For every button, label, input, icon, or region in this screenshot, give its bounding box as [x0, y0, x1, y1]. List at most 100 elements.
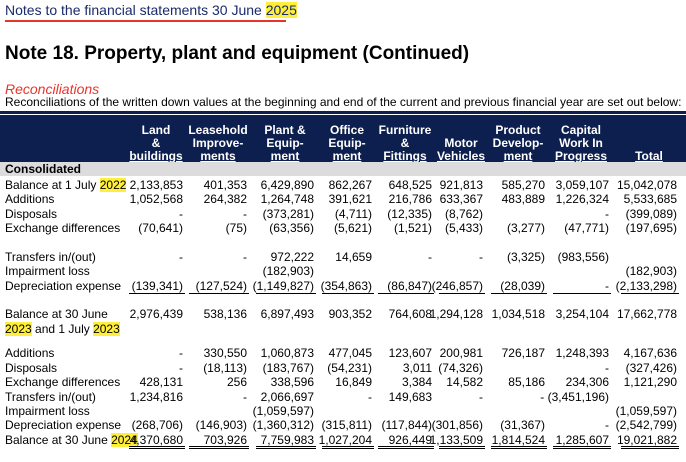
table-row: Impairment loss (1,059,597) (1,059,597): [0, 404, 686, 418]
row-label: Balance at 30 June: [5, 307, 108, 321]
page-header: Notes to the financial statements 30 Jun…: [5, 2, 297, 18]
consolidated-label: Consolidated: [5, 162, 82, 176]
total-underline: [256, 293, 316, 294]
column-header-line: Equip-: [328, 136, 366, 150]
table-row: Depreciation expense (139,341) (127,524) (1…: [0, 279, 686, 293]
table-cell: -: [605, 418, 609, 432]
column-header-line: Furniture: [378, 123, 432, 137]
table-cell: 1,052,568: [129, 192, 183, 206]
table-cell: 926,449: [388, 433, 432, 447]
table-cell: 7,759,983: [260, 433, 314, 447]
table-row: Balance at 30 June 2024 4,370,680 703,926 7…: [0, 433, 686, 447]
table-cell: 3,011: [402, 361, 432, 375]
total-underline: [378, 293, 434, 294]
table-cell: (28,039): [500, 279, 545, 293]
total-underline: [491, 446, 547, 447]
table-cell: 3,384: [401, 375, 432, 389]
row-label: Transfers in/(out): [5, 250, 96, 264]
table-cell: (2,542,799): [615, 418, 677, 432]
column-header-line: ment: [503, 149, 533, 163]
total-underline: [553, 448, 611, 449]
column-header-line: Leasehold: [188, 123, 248, 137]
table-cell: 1,234,816: [129, 390, 183, 404]
note-title: Note 18. Property, plant and equipment (…: [5, 43, 470, 64]
table-cell: 3,254,104: [555, 307, 609, 321]
table-cell: (983,556): [557, 250, 609, 264]
table-cell: (182,903): [625, 264, 677, 278]
table-cell: (1,521): [393, 221, 432, 235]
table-cell: 330,550: [203, 346, 247, 360]
table-cell: (268,706): [131, 418, 183, 432]
table-cell: (373,281): [262, 207, 314, 221]
table-cell: (5,433): [444, 221, 483, 235]
table-cell: (182,903): [262, 264, 314, 278]
row-label: Balance at 1 July 2022: [5, 178, 127, 192]
table-cell: 149,683: [388, 390, 432, 404]
total-underline: [491, 448, 547, 449]
total-underline: [256, 446, 316, 447]
table-cell: -: [368, 390, 372, 404]
table-cell: 2,066,697: [260, 390, 314, 404]
header-underline: [5, 20, 286, 22]
consolidated-label-row: Consolidated: [0, 162, 686, 176]
table-cell: 19,021,882: [616, 433, 677, 447]
table-cell: 633,367: [439, 192, 483, 206]
total-underline: [553, 293, 611, 294]
total-underline: [322, 293, 374, 294]
column-header-line: Develop-: [492, 136, 544, 150]
highlighted-year: 2022: [99, 178, 127, 192]
table-cell: 1,226,324: [555, 192, 609, 206]
table-cell: 5,533,685: [623, 192, 677, 206]
table-cell: -: [179, 346, 183, 360]
row-label: Transfers in/(out): [5, 390, 96, 404]
table-row: Disposals - (18,113) (183,767) (54,231) 3,011…: [0, 361, 686, 375]
table-cell: (127,524): [195, 279, 247, 293]
table-cell: 216,786: [388, 192, 432, 206]
table-cell: 477,045: [328, 346, 372, 360]
table-cell: 200,981: [439, 346, 483, 360]
row-label: Exchange differences: [5, 375, 121, 389]
total-underline: [553, 446, 611, 447]
table-cell: (86,847): [387, 279, 432, 293]
table-cell: 2,133,853: [129, 178, 183, 192]
table-cell: -: [179, 250, 183, 264]
table-cell: (315,811): [321, 418, 372, 432]
table-cell: - (3,451,196): [540, 390, 609, 404]
total-underline: [621, 448, 679, 449]
table-cell: 1,264,748: [260, 192, 314, 206]
total-underline: [129, 446, 185, 447]
table-cell: (2,133,298): [615, 279, 677, 293]
table-cell: -: [179, 207, 183, 221]
table-cell: -: [243, 250, 247, 264]
column-header: Plant &Equip-ment$: [253, 124, 317, 176]
table-cell: (139,341): [131, 279, 183, 293]
table-cell: (3,325): [506, 250, 545, 264]
total-underline: [621, 446, 679, 447]
table-cell: 1,133,509: [429, 433, 483, 447]
table-row: Depreciation expense (268,706) (146,903) (1…: [0, 418, 686, 432]
table-cell: (70,641): [138, 221, 183, 235]
table-cell: 16,849: [335, 375, 372, 389]
row-label: Impairment loss: [5, 264, 90, 278]
column-header-line: Vehicles: [436, 149, 486, 163]
column-header-line: Fittings: [383, 149, 427, 163]
total-underline: [129, 293, 185, 294]
table-cell: (399,089): [625, 207, 677, 221]
table-cell: 1,814,524: [491, 433, 545, 447]
table-cell: 338,596: [270, 375, 314, 389]
total-underline: [189, 446, 249, 447]
column-header-line: ment: [332, 149, 362, 163]
column-header-line: &: [400, 136, 410, 150]
table-cell: (327,426): [625, 361, 677, 375]
row-label: Impairment loss: [5, 404, 90, 418]
table-cell: -: [479, 390, 483, 404]
table-cell: 428,131: [139, 375, 183, 389]
table-row: Disposals - - (373,281) (4,711) (12,335) (8,76…: [0, 207, 686, 221]
column-header-line: Land: [141, 123, 171, 137]
total-underline: [378, 448, 434, 449]
total-underline: [322, 448, 374, 449]
column-header-line: &: [151, 136, 161, 150]
table-cell: (183,767): [262, 361, 314, 375]
table-row: Transfers in/(out) - - 972,222 14,659 - - (3,32…: [0, 250, 686, 264]
table-cell: (5,621): [333, 221, 372, 235]
